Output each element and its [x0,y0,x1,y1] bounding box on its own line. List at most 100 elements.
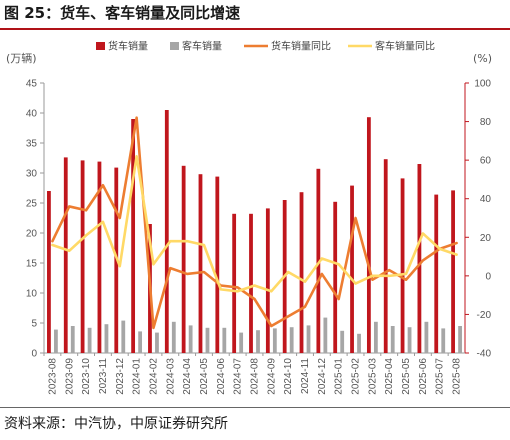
x-tick-label: 2024-08 [250,358,261,395]
figure-title: 图 25：货车、客车销量及同比增速 [4,4,241,22]
truck-sales-bar [350,185,354,353]
x-tick-label: 2025-03 [367,358,378,395]
x-tick-label: 2023-10 [81,358,92,395]
bus-sales-bar [289,327,294,353]
left-tick-label: 20 [26,229,38,240]
truck-sales-bar [80,160,85,353]
left-tick-label: 10 [26,289,38,300]
x-tick-label: 2024-10 [283,358,294,395]
truck-sales-bar [316,168,321,353]
legend: 货车销量 客车销量 货车销量同比 客车销量同比 [96,40,435,53]
x-tick-label: 2024-02 [148,358,159,395]
x-tick-label: 2024-06 [216,358,227,395]
legend-label: 货车销量 [108,40,148,53]
x-tick-label: 2024-03 [165,358,176,395]
right-tick-label: 100 [474,79,491,90]
truck-sales-bar [63,157,68,353]
bus-sales-bar [323,317,328,353]
bus-sales-bar [104,324,109,353]
truck-sales-bar [434,194,439,353]
bus-sales-bar [171,321,176,353]
bus-sales-bar [458,326,462,353]
bus-sales-bar [70,326,75,353]
truck-yoy-line [51,116,458,330]
bus-sales-bar [390,326,395,353]
legend-swatch [96,42,105,50]
truck-sales-bar [47,191,51,353]
title-underline [0,28,510,30]
truck-sales-bar [215,176,220,353]
right-axis-unit: (%) [473,52,492,65]
legend-label: 客车销量 [182,40,222,53]
x-tick-label: 2025-02 [351,358,362,395]
right-tick-label: 20 [480,233,492,244]
bus-sales-bar [441,328,446,353]
left-axis-unit: (万辆) [6,51,37,65]
bus-sales-bar [256,330,260,353]
bus-sales-bar [239,332,244,353]
left-tick-label: 45 [26,79,38,90]
bus-sales-bar [155,332,159,353]
x-tick-label: 2025-05 [401,358,412,395]
bus-sales-bar [306,325,311,353]
x-tick-label: 2025-07 [435,358,446,395]
truck-sales-bar [164,110,169,353]
truck-sales-bar [451,190,455,353]
truck-sales-bar [131,119,136,353]
x-tick-label: 2023-11 [98,358,109,394]
x-tick-label: 2024-09 [266,358,277,395]
truck-sales-bar [249,213,253,353]
x-tick-label: 2023-12 [115,358,126,395]
truck-sales-bar [383,159,388,353]
bus-sales-bar [54,329,58,353]
right-tick-label: 0 [485,271,491,282]
truck-sales-bar [333,201,338,353]
x-tick-label: 2023-09 [64,358,75,395]
bus-yoy-line [51,154,458,293]
left-tick-label: 30 [26,169,38,180]
truck-sales-bar [97,161,102,353]
left-tick-label: 35 [26,139,38,150]
x-tick-label: 2025-01 [334,358,345,395]
x-tick-label: 2024-01 [132,358,143,395]
truck-sales-bar [400,178,405,353]
bus-sales-bar [87,327,92,353]
bus-sales-bar [407,327,412,353]
right-tick-label: -40 [477,349,492,360]
x-tick-label: 2025-06 [418,358,429,395]
right-tick-label: 80 [480,117,492,128]
x-tick-label: 2024-05 [199,358,210,395]
x-tick-label: 2025-04 [384,358,395,395]
bus-sales-bar [121,320,126,353]
legend-swatch [170,42,179,50]
sales-chart: (万辆) (%) 货车销量 客车销量 货车销量同比 客车销量同比 0510152025… [6,40,492,395]
right-tick-label: 40 [480,194,492,205]
x-tick-label: 2025-08 [452,358,463,395]
truck-sales-bar [417,164,422,353]
bus-sales-bar [222,327,227,353]
truck-sales-bar [299,192,304,353]
left-tick-label: 40 [26,109,38,120]
source-divider [0,407,510,408]
x-tick-label: 2024-04 [182,358,193,395]
left-tick-label: 0 [31,349,37,360]
bus-sales-bar [272,328,277,353]
x-tick-label: 2024-12 [317,358,328,395]
bus-sales-bar [205,327,210,353]
left-tick-label: 15 [26,259,38,270]
source-note: 资料来源：中汽协，中原证券研究所 [4,416,228,432]
truck-sales-bar [181,165,186,353]
bus-sales-bar [357,333,361,353]
truck-sales-bar [265,208,270,353]
truck-sales-bar [232,213,237,353]
x-tick-label: 2023-08 [47,358,58,395]
x-tick-label: 2024-11 [300,358,311,394]
legend-label: 客车销量同比 [375,40,435,53]
bus-sales-bar [424,321,429,353]
right-tick-label: 60 [480,156,492,167]
truck-sales-bar [366,117,371,353]
x-tick-label: 2024-07 [233,358,244,395]
bus-sales-bar [138,331,143,353]
left-tick-label: 25 [26,199,38,210]
bars [47,110,462,353]
